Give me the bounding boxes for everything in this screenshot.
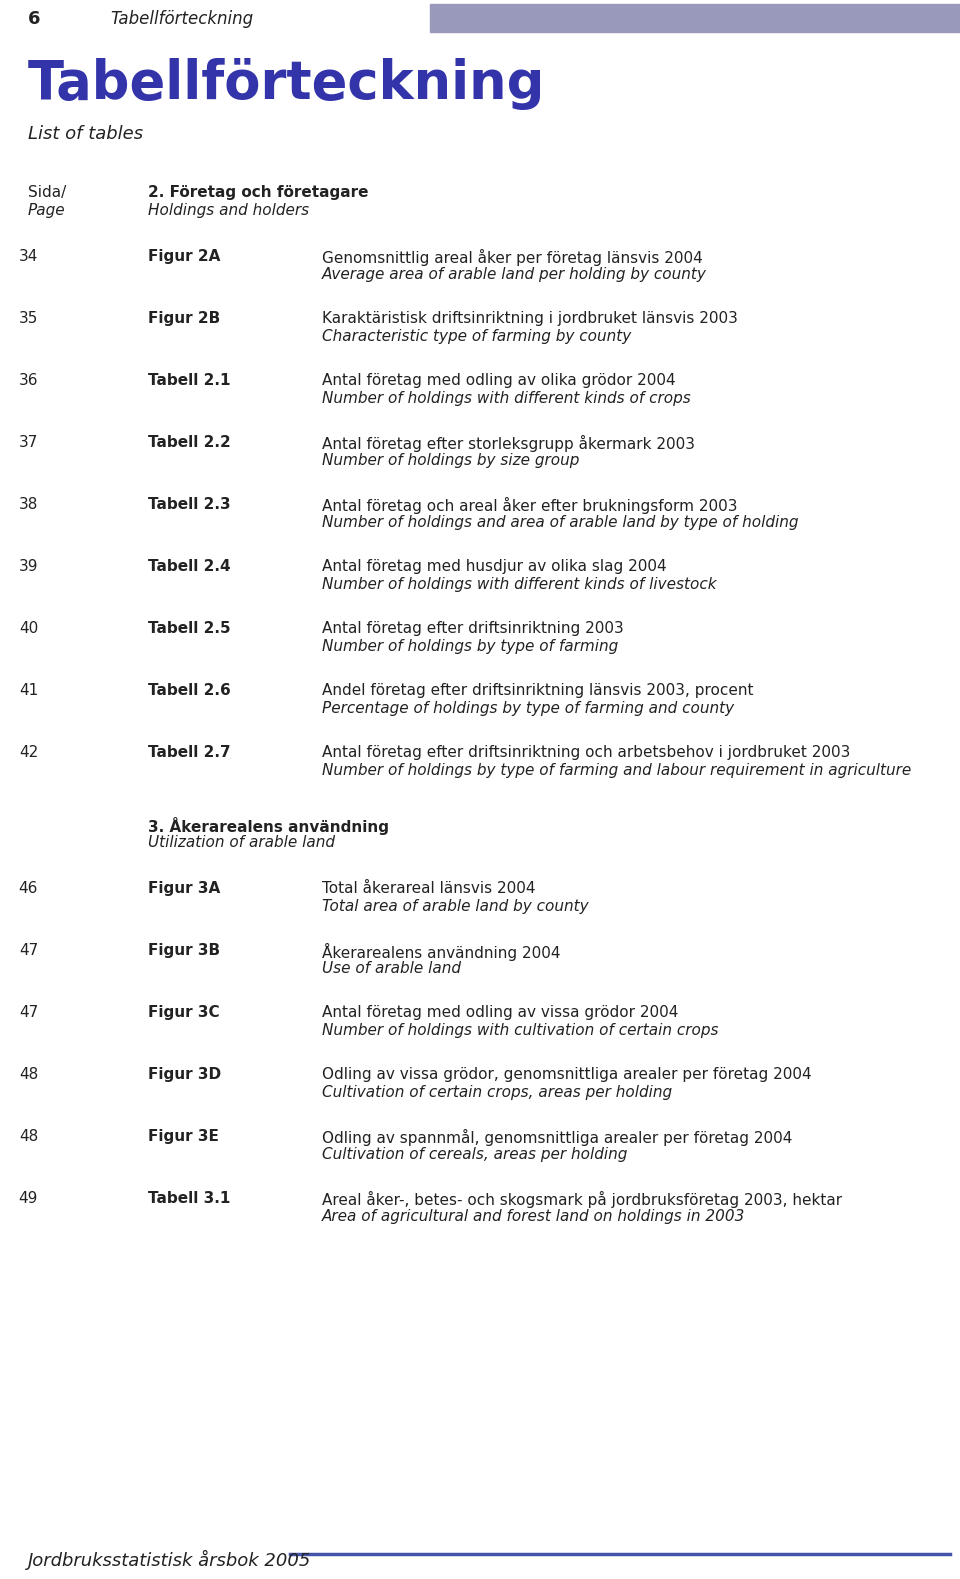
Text: Antal företag efter driftsinriktning och arbetsbehov i jordbruket 2003: Antal företag efter driftsinriktning och… bbox=[322, 745, 851, 759]
Text: 38: 38 bbox=[18, 497, 38, 512]
Text: 48: 48 bbox=[19, 1129, 38, 1145]
Text: Number of holdings with different kinds of crops: Number of holdings with different kinds … bbox=[322, 392, 691, 406]
Text: Utilization of arable land: Utilization of arable land bbox=[148, 835, 335, 850]
Text: 36: 36 bbox=[18, 373, 38, 388]
Text: Cultivation of cereals, areas per holding: Cultivation of cereals, areas per holdin… bbox=[322, 1146, 628, 1162]
Text: Antal företag och areal åker efter brukningsform 2003: Antal företag och areal åker efter brukn… bbox=[322, 497, 737, 515]
Text: Areal åker-, betes- och skogsmark på jordbruksföretag 2003, hektar: Areal åker-, betes- och skogsmark på jor… bbox=[322, 1191, 842, 1208]
Text: Tabell 3.1: Tabell 3.1 bbox=[148, 1191, 230, 1206]
Text: Number of holdings by size group: Number of holdings by size group bbox=[322, 453, 580, 467]
Text: Number of holdings by type of farming and labour requirement in agriculture: Number of holdings by type of farming an… bbox=[322, 763, 911, 778]
Text: Tabell 2.4: Tabell 2.4 bbox=[148, 559, 230, 575]
Bar bbox=[430, 5, 960, 32]
Text: Page: Page bbox=[28, 204, 65, 218]
Text: Number of holdings with cultivation of certain crops: Number of holdings with cultivation of c… bbox=[322, 1023, 718, 1037]
Text: Tabellförteckning: Tabellförteckning bbox=[110, 9, 253, 28]
Text: 40: 40 bbox=[19, 621, 38, 636]
Text: Karaktäristisk driftsinriktning i jordbruket länsvis 2003: Karaktäristisk driftsinriktning i jordbr… bbox=[322, 311, 738, 325]
Text: Cultivation of certain crops, areas per holding: Cultivation of certain crops, areas per … bbox=[322, 1085, 672, 1101]
Text: 48: 48 bbox=[19, 1067, 38, 1082]
Text: Number of holdings by type of farming: Number of holdings by type of farming bbox=[322, 639, 618, 654]
Text: Number of holdings with different kinds of livestock: Number of holdings with different kinds … bbox=[322, 576, 716, 592]
Text: 41: 41 bbox=[19, 684, 38, 698]
Text: 3. Åkerarealens användning: 3. Åkerarealens användning bbox=[148, 816, 389, 835]
Text: Antal företag med odling av olika grödor 2004: Antal företag med odling av olika grödor… bbox=[322, 373, 676, 388]
Text: 42: 42 bbox=[19, 745, 38, 759]
Text: Antal företag med odling av vissa grödor 2004: Antal företag med odling av vissa grödor… bbox=[322, 1004, 679, 1020]
Text: 49: 49 bbox=[18, 1191, 38, 1206]
Text: Andel företag efter driftsinriktning länsvis 2003, procent: Andel företag efter driftsinriktning län… bbox=[322, 684, 754, 698]
Text: Tabell 2.1: Tabell 2.1 bbox=[148, 373, 230, 388]
Text: Total åkerareal länsvis 2004: Total åkerareal länsvis 2004 bbox=[322, 881, 536, 895]
Text: Figur 3C: Figur 3C bbox=[148, 1004, 220, 1020]
Text: 46: 46 bbox=[18, 881, 38, 895]
Text: 47: 47 bbox=[19, 943, 38, 958]
Text: Area of agricultural and forest land on holdings in 2003: Area of agricultural and forest land on … bbox=[322, 1210, 745, 1224]
Text: Figur 2A: Figur 2A bbox=[148, 249, 221, 264]
Text: Figur 3E: Figur 3E bbox=[148, 1129, 219, 1145]
Text: 37: 37 bbox=[18, 434, 38, 450]
Text: Jordbruksstatistisk årsbok 2005: Jordbruksstatistisk årsbok 2005 bbox=[28, 1551, 311, 1570]
Text: Figur 2B: Figur 2B bbox=[148, 311, 220, 325]
Text: Total area of arable land by county: Total area of arable land by county bbox=[322, 898, 588, 914]
Text: Åkerarealens användning 2004: Åkerarealens användning 2004 bbox=[322, 943, 561, 962]
Text: Use of arable land: Use of arable land bbox=[322, 962, 461, 976]
Text: Tabell 2.3: Tabell 2.3 bbox=[148, 497, 230, 512]
Text: Odling av vissa grödor, genomsnittliga arealer per företag 2004: Odling av vissa grödor, genomsnittliga a… bbox=[322, 1067, 811, 1082]
Text: 34: 34 bbox=[18, 249, 38, 264]
Text: 35: 35 bbox=[18, 311, 38, 325]
Text: Genomsnittlig areal åker per företag länsvis 2004: Genomsnittlig areal åker per företag län… bbox=[322, 249, 703, 265]
Text: Percentage of holdings by type of farming and county: Percentage of holdings by type of farmin… bbox=[322, 701, 734, 715]
Text: Antal företag efter driftsinriktning 2003: Antal företag efter driftsinriktning 200… bbox=[322, 621, 624, 636]
Text: Tabell 2.7: Tabell 2.7 bbox=[148, 745, 230, 759]
Text: Number of holdings and area of arable land by type of holding: Number of holdings and area of arable la… bbox=[322, 515, 799, 531]
Text: Tabellförteckning: Tabellförteckning bbox=[28, 58, 545, 111]
Text: Tabell 2.2: Tabell 2.2 bbox=[148, 434, 230, 450]
Text: Sida/: Sida/ bbox=[28, 185, 66, 201]
Text: Tabell 2.6: Tabell 2.6 bbox=[148, 684, 230, 698]
Text: Tabell 2.5: Tabell 2.5 bbox=[148, 621, 230, 636]
Text: Holdings and holders: Holdings and holders bbox=[148, 204, 309, 218]
Text: Antal företag efter storleksgrupp åkermark 2003: Antal företag efter storleksgrupp åkerma… bbox=[322, 434, 695, 452]
Text: 47: 47 bbox=[19, 1004, 38, 1020]
Text: Characteristic type of farming by county: Characteristic type of farming by county bbox=[322, 328, 632, 344]
Text: Average area of arable land per holding by county: Average area of arable land per holding … bbox=[322, 267, 707, 283]
Text: Figur 3B: Figur 3B bbox=[148, 943, 220, 958]
Text: Figur 3D: Figur 3D bbox=[148, 1067, 221, 1082]
Text: Odling av spannmål, genomsnittliga arealer per företag 2004: Odling av spannmål, genomsnittliga areal… bbox=[322, 1129, 792, 1146]
Text: Antal företag med husdjur av olika slag 2004: Antal företag med husdjur av olika slag … bbox=[322, 559, 666, 575]
Text: Figur 3A: Figur 3A bbox=[148, 881, 220, 895]
Text: 2. Företag och företagare: 2. Företag och företagare bbox=[148, 185, 369, 201]
Text: 6: 6 bbox=[28, 9, 40, 28]
Text: 39: 39 bbox=[18, 559, 38, 575]
Text: List of tables: List of tables bbox=[28, 125, 143, 144]
